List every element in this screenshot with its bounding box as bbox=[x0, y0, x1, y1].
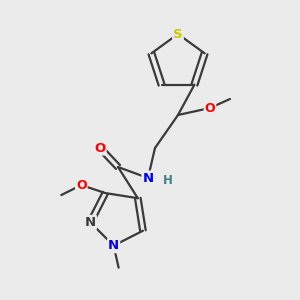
Text: N: N bbox=[108, 239, 119, 252]
Text: N: N bbox=[142, 172, 154, 184]
Text: O: O bbox=[94, 142, 106, 154]
Text: N: N bbox=[85, 216, 96, 229]
Text: H: H bbox=[163, 175, 173, 188]
Text: S: S bbox=[173, 28, 183, 40]
Text: O: O bbox=[205, 101, 215, 115]
Text: O: O bbox=[76, 178, 87, 192]
